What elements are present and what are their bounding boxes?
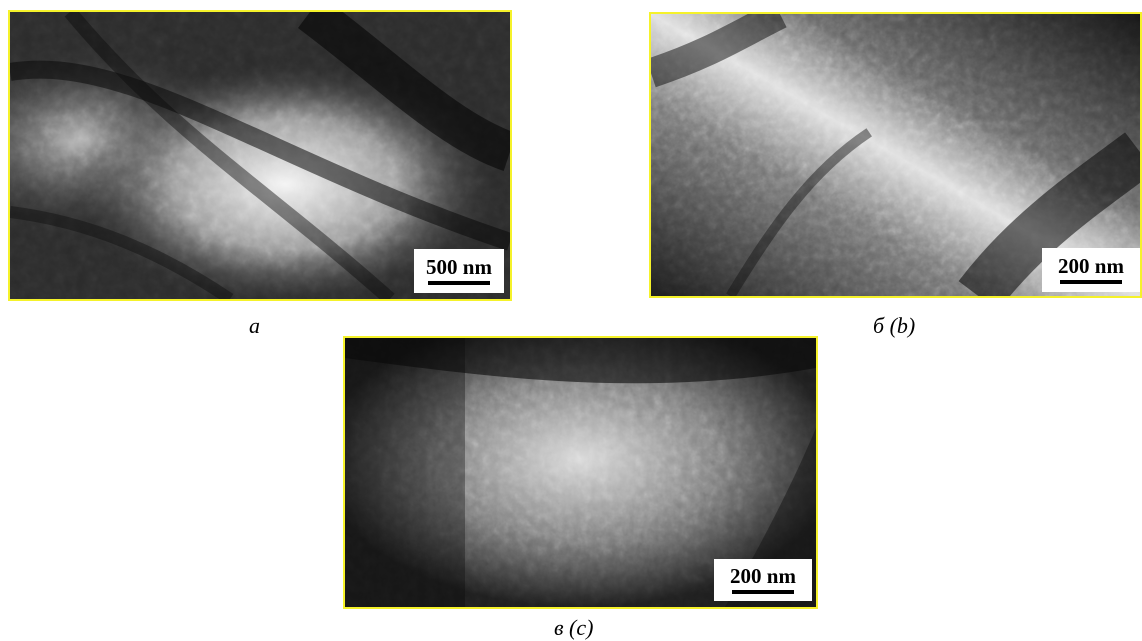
- scale-label-c: 200 nm: [730, 564, 796, 588]
- scale-line-b: [1060, 280, 1122, 284]
- caption-b: б (b): [873, 313, 916, 338]
- scale-bar-a: 500 nm: [414, 249, 504, 293]
- scale-label-a: 500 nm: [426, 255, 492, 279]
- scale-label-b: 200 nm: [1058, 254, 1124, 278]
- micrograph-image-a: [10, 12, 510, 299]
- scale-line-a: [428, 281, 490, 285]
- caption-c: в (c): [554, 615, 594, 640]
- tem-micrograph-a: 500 nm: [8, 10, 512, 301]
- tem-micrograph-c: 200 nm: [343, 336, 818, 609]
- scale-bar-b: 200 nm: [1042, 248, 1140, 292]
- scale-line-c: [732, 590, 794, 594]
- caption-a: a: [249, 313, 260, 338]
- scale-bar-c: 200 nm: [714, 559, 812, 601]
- tem-micrograph-b: 200 nm: [649, 12, 1142, 298]
- micrograph-image-c: [345, 338, 816, 607]
